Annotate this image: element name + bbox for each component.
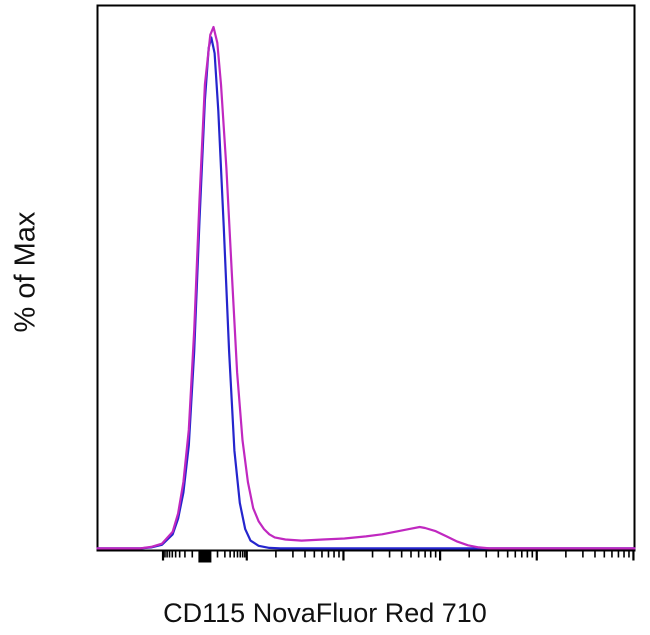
y-axis-label: % of Max	[9, 211, 42, 333]
series-line-control-unstained	[96, 36, 636, 550]
series-line-cd115-novafluor-red-710-stained	[96, 25, 636, 550]
x-axis-label: CD115 NovaFluor Red 710	[163, 598, 487, 628]
plot-border	[96, 4, 636, 552]
